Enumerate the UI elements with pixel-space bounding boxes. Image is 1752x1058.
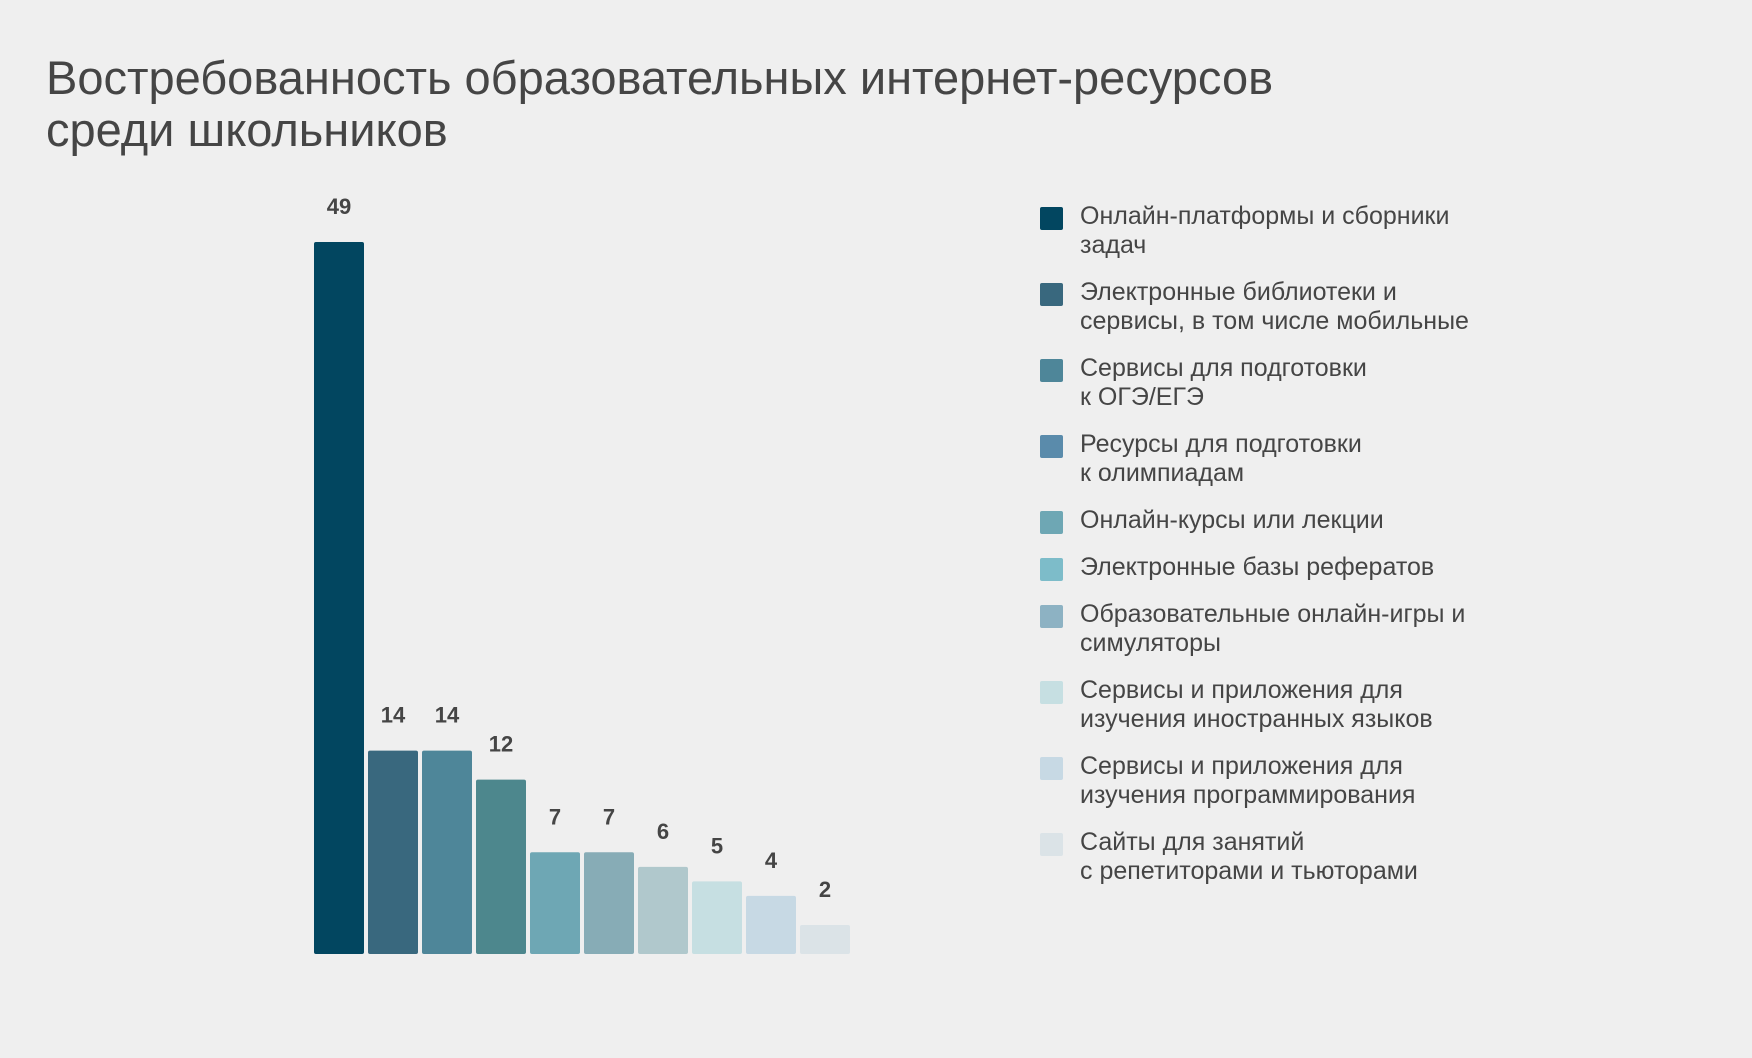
legend-swatch [1040,605,1063,628]
bar-8 [692,881,742,954]
legend-item-1: Онлайн-платформы и сборники задач [1040,202,1600,260]
legend-label: Онлайн-платформы и сборники задач [1080,202,1450,259]
legend-swatch [1040,207,1063,230]
bar-6 [584,852,634,954]
legend-item-8: Сервисы и приложения для изучения иностр… [1040,676,1600,734]
bar-value-label-4: 12 [489,732,513,757]
bar-5 [530,852,580,954]
bar-10 [800,924,850,954]
bar-7 [638,866,688,954]
legend-item-6: Электронные базы рефератов [1040,553,1600,582]
legend-item-10: Сайты для занятий с репетиторами и тьюто… [1040,828,1600,886]
legend-swatch [1040,359,1063,382]
legend-label: Сервисы для подготовки к ОГЭ/ЕГЭ [1080,354,1367,411]
legend-item-2: Электронные библиотеки и сервисы, в том … [1040,278,1600,336]
legend-item-3: Сервисы для подготовки к ОГЭ/ЕГЭ [1040,354,1600,412]
legend-swatch [1040,283,1063,306]
bar-value-label-3: 14 [435,703,460,728]
chart-title-line-2: среди школьников [46,103,448,156]
bar-value-label-2: 14 [381,703,406,728]
legend-swatch [1040,681,1063,704]
legend-swatch [1040,435,1063,458]
legend-item-4: Ресурсы для подготовки к олимпиадам [1040,430,1600,488]
legend-label: Образовательные онлайн-игры и симуляторы [1080,600,1466,657]
bar-4 [476,779,526,954]
legend-item-9: Сервисы и приложения для изучения програ… [1040,752,1600,810]
legend-label: Электронные библиотеки и сервисы, в том … [1080,278,1469,335]
bar-value-label-7: 6 [657,819,669,844]
legend-swatch [1040,558,1063,581]
legend-swatch [1040,511,1063,534]
bar-2 [368,750,418,954]
bar-value-label-6: 7 [603,804,615,829]
bar-9 [746,895,796,954]
legend-label: Сервисы и приложения для изучения програ… [1080,752,1416,809]
legend-swatch [1040,757,1063,780]
legend-label: Сайты для занятий с репетиторами и тьюто… [1080,828,1418,885]
bar-value-label-1: 49 [327,194,351,219]
legend-label: Сервисы и приложения для изучения иностр… [1080,676,1433,733]
chart-title-line-1: Востребованность образовательных интерне… [46,51,1274,104]
bar-value-label-5: 7 [549,804,561,829]
bar-value-label-8: 5 [711,833,723,858]
bar-value-label-9: 4 [765,848,778,873]
legend-item-7: Образовательные онлайн-игры и симуляторы [1040,600,1600,658]
legend-item-5: Онлайн-курсы или лекции [1040,506,1600,535]
chart-legend: Онлайн-платформы и сборники задач Электро… [1040,202,1600,904]
legend-label: Ресурсы для подготовки к олимпиадам [1080,430,1362,487]
legend-swatch [1040,833,1063,856]
bar-value-label-10: 2 [819,877,831,902]
chart-title: Востребованность образовательных интерне… [46,52,1446,156]
bar-1 [314,242,364,954]
legend-label: Электронные базы рефератов [1080,553,1435,581]
legend-label: Онлайн-курсы или лекции [1080,506,1384,534]
bar-3 [422,750,472,954]
